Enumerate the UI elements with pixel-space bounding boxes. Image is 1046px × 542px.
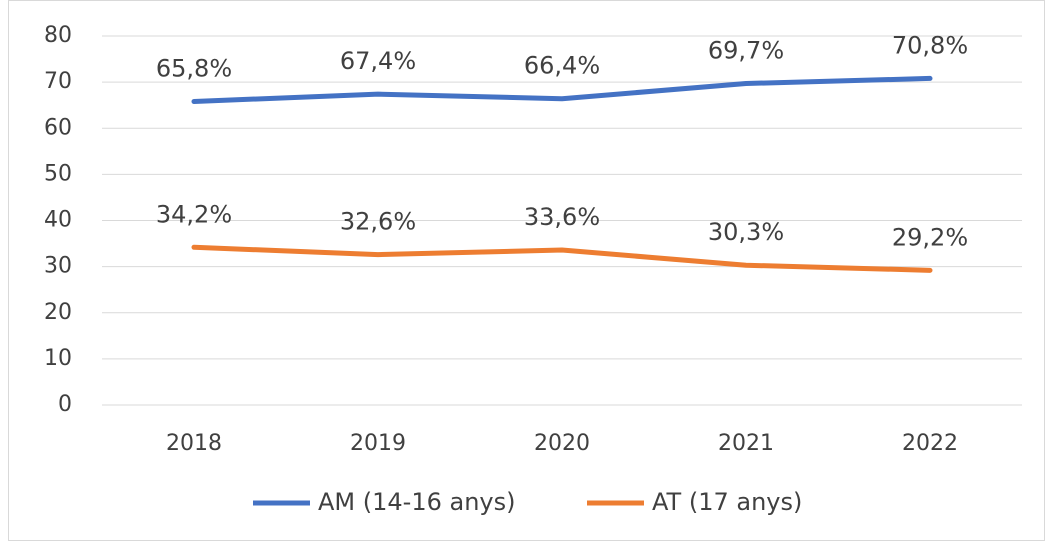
y-tick-label: 80 bbox=[44, 23, 72, 48]
data-label: 34,2% bbox=[156, 200, 232, 228]
y-tick-label: 20 bbox=[44, 300, 72, 325]
data-label: 70,8% bbox=[892, 31, 968, 59]
data-label: 29,2% bbox=[892, 223, 968, 251]
y-tick-label: 30 bbox=[44, 254, 72, 279]
data-label: 66,4% bbox=[524, 52, 600, 80]
legend-label: AT (17 anys) bbox=[652, 488, 802, 516]
y-tick-label: 0 bbox=[58, 392, 72, 417]
data-label: 69,7% bbox=[708, 37, 784, 65]
y-tick-label: 40 bbox=[44, 208, 72, 233]
y-tick-label: 10 bbox=[44, 346, 72, 371]
data-label: 67,4% bbox=[340, 47, 416, 75]
y-tick-label: 50 bbox=[44, 161, 72, 186]
x-tick-label: 2021 bbox=[718, 431, 774, 456]
y-tick-label: 70 bbox=[44, 69, 72, 94]
x-tick-label: 2022 bbox=[902, 431, 958, 456]
series-line bbox=[191, 244, 933, 273]
x-tick-label: 2019 bbox=[350, 431, 406, 456]
data-label: 30,3% bbox=[708, 218, 784, 246]
x-tick-label: 2018 bbox=[166, 431, 222, 456]
legend-label: AM (14-16 anys) bbox=[318, 488, 515, 516]
data-label: 32,6% bbox=[340, 208, 416, 236]
series-line bbox=[191, 75, 933, 104]
data-label: 33,6% bbox=[524, 203, 600, 231]
data-label: 65,8% bbox=[156, 54, 232, 82]
x-tick-label: 2020 bbox=[534, 431, 590, 456]
y-tick-label: 60 bbox=[44, 115, 72, 140]
